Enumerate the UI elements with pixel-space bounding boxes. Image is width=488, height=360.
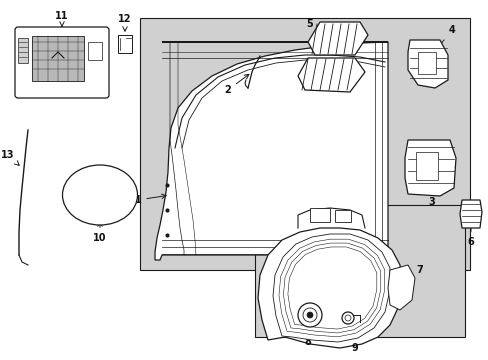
Bar	[334, 210, 350, 222]
Text: 8: 8	[304, 319, 311, 347]
Polygon shape	[297, 58, 364, 92]
Text: 7: 7	[399, 265, 423, 283]
Ellipse shape	[62, 165, 137, 225]
Circle shape	[345, 315, 350, 321]
Bar	[309, 208, 329, 222]
Polygon shape	[258, 228, 401, 348]
Polygon shape	[407, 40, 447, 88]
Bar	[88, 42, 102, 60]
Text: 1: 1	[134, 194, 166, 205]
Polygon shape	[459, 200, 481, 228]
Bar	[18, 38, 28, 63]
Polygon shape	[272, 234, 389, 342]
FancyBboxPatch shape	[15, 27, 109, 98]
Bar	[118, 35, 132, 53]
Bar	[140, 18, 469, 270]
Circle shape	[303, 308, 316, 322]
Text: 13: 13	[1, 150, 19, 165]
Text: 2: 2	[224, 74, 248, 95]
Bar	[32, 36, 84, 81]
Circle shape	[341, 312, 353, 324]
Text: 5: 5	[306, 19, 326, 37]
Text: 12: 12	[118, 14, 131, 31]
Polygon shape	[404, 140, 455, 196]
Text: 3: 3	[427, 179, 434, 207]
Bar	[254, 205, 464, 337]
Text: 6: 6	[467, 218, 473, 247]
Bar	[417, 52, 435, 74]
Polygon shape	[155, 42, 387, 260]
Text: 9: 9	[348, 324, 358, 353]
Circle shape	[306, 312, 312, 318]
Text: 4: 4	[429, 25, 454, 57]
Polygon shape	[387, 265, 414, 310]
Text: 11: 11	[55, 11, 69, 27]
Circle shape	[297, 303, 321, 327]
Bar	[415, 152, 437, 180]
Text: 10: 10	[93, 222, 106, 243]
Polygon shape	[307, 22, 367, 55]
